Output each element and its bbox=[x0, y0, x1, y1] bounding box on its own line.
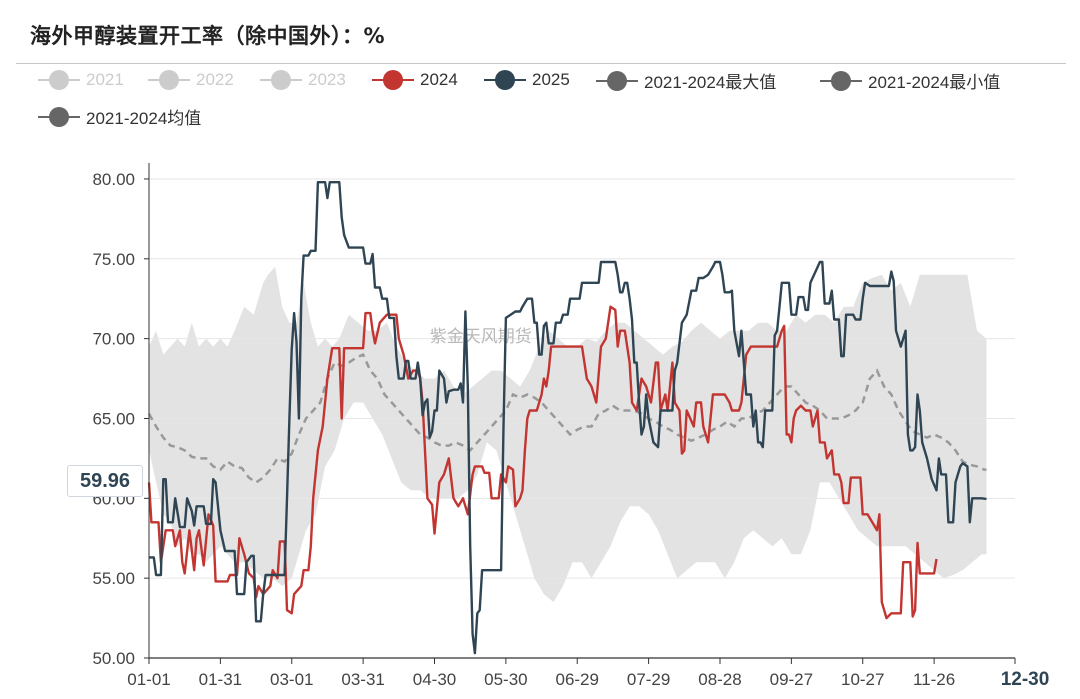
legend-marker-icon bbox=[38, 68, 80, 92]
series-line-2024 bbox=[147, 305, 938, 620]
legend-label: 2021 bbox=[86, 70, 124, 89]
gridlines bbox=[149, 178, 1015, 659]
y-tick-label: 55.00 bbox=[92, 569, 135, 588]
legend-label: 2023 bbox=[308, 70, 346, 89]
y-tick-label: 75.00 bbox=[92, 250, 135, 269]
mean-series-layer bbox=[147, 352, 987, 484]
x-tick-label: 12-30 bbox=[1001, 669, 1050, 690]
x-tick-label: 09-27 bbox=[770, 670, 813, 689]
x-tick-label: 01-31 bbox=[199, 670, 242, 689]
series-line-2025 bbox=[149, 181, 987, 655]
legend-marker-icon bbox=[38, 105, 80, 129]
x-tick-label: 01-01 bbox=[127, 670, 170, 689]
chart-title: 海外甲醇装置开工率（除中国外）：% bbox=[30, 24, 386, 48]
legend-item-2022[interactable]: 2022 bbox=[148, 68, 234, 92]
legend-label: 2025 bbox=[532, 70, 570, 89]
legend-label: 2024 bbox=[420, 70, 458, 89]
legend-marker-icon bbox=[596, 69, 638, 93]
y-tick-label: 80.00 bbox=[92, 170, 135, 189]
legend-item-min[interactable]: 2021-2024最小值 bbox=[820, 68, 1000, 93]
legend-marker-icon bbox=[484, 68, 526, 92]
legend-item-2025[interactable]: 2025 bbox=[484, 68, 570, 92]
legend-label: 2021-2024均值 bbox=[86, 109, 202, 128]
y-tick-label: 70.00 bbox=[92, 330, 135, 349]
legend-label: 2022 bbox=[196, 70, 234, 89]
y-tick-label: 65.00 bbox=[92, 409, 135, 428]
legend-label: 2021-2024最小值 bbox=[868, 73, 1001, 92]
legend-marker-icon bbox=[148, 68, 190, 92]
legend-item-2023[interactable]: 2023 bbox=[260, 68, 346, 92]
x-tick-label: 04-30 bbox=[413, 670, 456, 689]
range-band-area bbox=[149, 266, 987, 603]
y-tick-label: 50.00 bbox=[92, 649, 135, 668]
x-tick-label: 03-01 bbox=[270, 670, 313, 689]
x-tick-label: 10-27 bbox=[841, 670, 884, 689]
x-tick-label: 05-30 bbox=[484, 670, 527, 689]
x-tick-label: 11-26 bbox=[913, 670, 955, 689]
series-layer bbox=[147, 181, 987, 655]
legend-marker-icon bbox=[820, 69, 862, 93]
x-tick-label: 06-29 bbox=[555, 670, 598, 689]
x-tick-label: 03-31 bbox=[341, 670, 384, 689]
title-divider bbox=[16, 63, 1066, 64]
legend-item-2021[interactable]: 2021 bbox=[38, 68, 124, 92]
legend-item-mean[interactable]: 2021-2024均值 bbox=[38, 104, 201, 129]
x-tick-label: 07-29 bbox=[627, 670, 670, 689]
range-band-layer bbox=[149, 266, 987, 603]
legend-marker-icon bbox=[260, 68, 302, 92]
legend-marker-icon bbox=[372, 68, 414, 92]
x-tick-label: 08-28 bbox=[698, 670, 741, 689]
legend-item-2024[interactable]: 2024 bbox=[372, 68, 458, 92]
watermark: 紫金天风期货 bbox=[430, 327, 532, 347]
legend-label: 2021-2024最大值 bbox=[644, 73, 777, 92]
series-line-mean bbox=[147, 352, 987, 484]
current-value-label: 59.96 bbox=[67, 465, 143, 497]
legend-item-max[interactable]: 2021-2024最大值 bbox=[596, 68, 776, 93]
